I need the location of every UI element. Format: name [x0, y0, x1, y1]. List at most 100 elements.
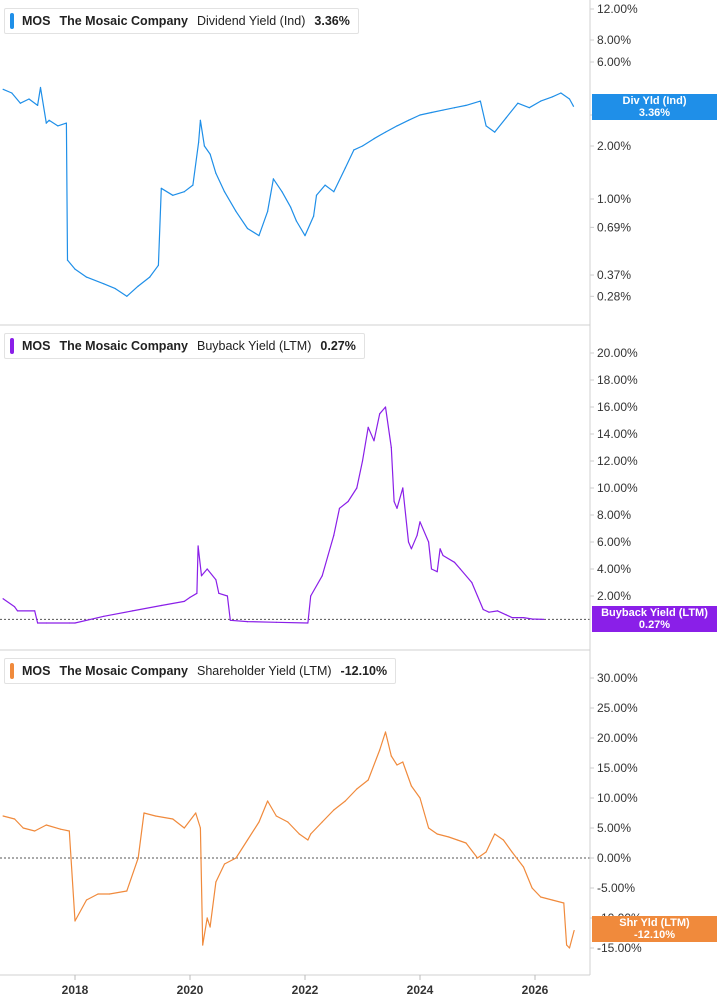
data-point [528, 107, 530, 109]
data-point [160, 604, 162, 607]
data-point [199, 827, 201, 829]
data-point [160, 187, 162, 189]
y-tick-label: 0.69% [597, 220, 631, 234]
panel-separators [0, 0, 591, 975]
data-point [327, 554, 329, 557]
data-point [502, 839, 504, 841]
y-tick-label: 30.00% [597, 671, 638, 685]
y-tick-label: 6.00% [597, 55, 631, 69]
data-point [189, 596, 191, 599]
data-point [223, 863, 226, 865]
y-tick-label: 25.00% [597, 701, 638, 715]
data-point [203, 145, 205, 147]
data-point [275, 815, 277, 817]
data-point [485, 851, 487, 853]
data-point [551, 899, 553, 901]
shareholder-yield-flag: Shr Yld (LTM) -12.10% [592, 916, 717, 942]
y-tick-label: 2.00% [597, 139, 631, 153]
data-point [410, 548, 412, 550]
x-axis: 2018 2020 2022 2024 2026 [0, 974, 590, 997]
flag-value: -12.10% [634, 929, 675, 941]
data-point [39, 86, 42, 89]
data-point [246, 621, 249, 623]
data-point [137, 857, 139, 859]
data-point [402, 487, 404, 489]
data-point [2, 815, 4, 817]
data-point [19, 102, 21, 104]
flag-value: 3.36% [638, 107, 671, 119]
data-point [246, 839, 249, 841]
series-line-shareholder [2, 731, 575, 949]
data-point [344, 800, 346, 802]
legend-ticker: MOS [22, 339, 51, 353]
data-point [246, 227, 249, 230]
dividend-yield-flag: Div Yld (Ind) 3.36% [592, 94, 717, 120]
data-point [215, 881, 217, 883]
data-point [379, 749, 381, 751]
x-tick-label: 2024 [407, 983, 434, 997]
data-point [540, 100, 542, 102]
data-point [68, 830, 70, 832]
data-point [11, 92, 13, 94]
y-tick-label: 1.00% [597, 192, 631, 206]
data-point [430, 111, 433, 114]
y-tick-label: 8.00% [597, 508, 631, 522]
legend-value: -12.10% [340, 664, 388, 678]
data-point [384, 731, 387, 733]
data-point [206, 917, 208, 919]
y-tick-label: 20.00% [597, 731, 638, 745]
buyback-yield-flag: Buyback Yield (LTM) 0.27% [592, 606, 717, 632]
data-point [215, 172, 217, 174]
data-point [333, 191, 335, 193]
data-point [373, 440, 375, 442]
data-point [131, 610, 134, 612]
data-point [183, 827, 185, 829]
data-point [258, 821, 260, 823]
x-tick-label: 2020 [177, 983, 204, 997]
data-point [476, 857, 479, 859]
data-point [321, 575, 323, 577]
data-point [321, 821, 323, 823]
legend-swatch [10, 13, 14, 29]
legend-company: The Mosaic Company [59, 14, 188, 28]
data-point [505, 117, 507, 119]
y-tick-label: -15.00% [597, 941, 642, 955]
data-point [531, 618, 533, 620]
data-point [442, 554, 444, 557]
data-point [198, 141, 200, 143]
data-point [543, 618, 545, 621]
data-point [235, 210, 237, 212]
legend-ticker: MOS [22, 14, 51, 28]
data-point [195, 812, 197, 814]
legend-value: 3.36% [314, 14, 350, 28]
y-tick-label: 14.00% [597, 427, 638, 441]
data-point [485, 125, 487, 127]
data-point [333, 809, 335, 811]
data-point [310, 833, 312, 835]
data-point [172, 194, 174, 196]
data-point [347, 500, 349, 503]
data-point [37, 622, 39, 624]
data-point [344, 167, 346, 169]
data-point [16, 610, 19, 612]
data-point [566, 944, 568, 946]
y-tick-label: 0.00% [597, 851, 631, 865]
dividend-yield-panel: 12.00%8.00%6.00%3.00%2.00%1.00%0.69%0.37… [2, 2, 638, 303]
y-tick-label: 15.00% [597, 761, 638, 775]
data-point [215, 579, 217, 581]
data-point [149, 276, 151, 278]
data-point [494, 131, 496, 133]
data-point [407, 119, 410, 121]
data-point [229, 619, 231, 621]
data-point [476, 595, 479, 597]
data-point [390, 755, 392, 757]
data-point [68, 622, 70, 624]
data-point [14, 818, 16, 820]
data-point [456, 839, 458, 841]
data-point [361, 460, 364, 462]
flag-label: Shr Yld (LTM) [619, 917, 690, 929]
y-tick-label: 6.00% [597, 535, 631, 549]
legend-company: The Mosaic Company [59, 664, 188, 678]
legend-shareholder: MOS The Mosaic Company Shareholder Yield… [4, 658, 397, 684]
data-point [497, 610, 499, 612]
